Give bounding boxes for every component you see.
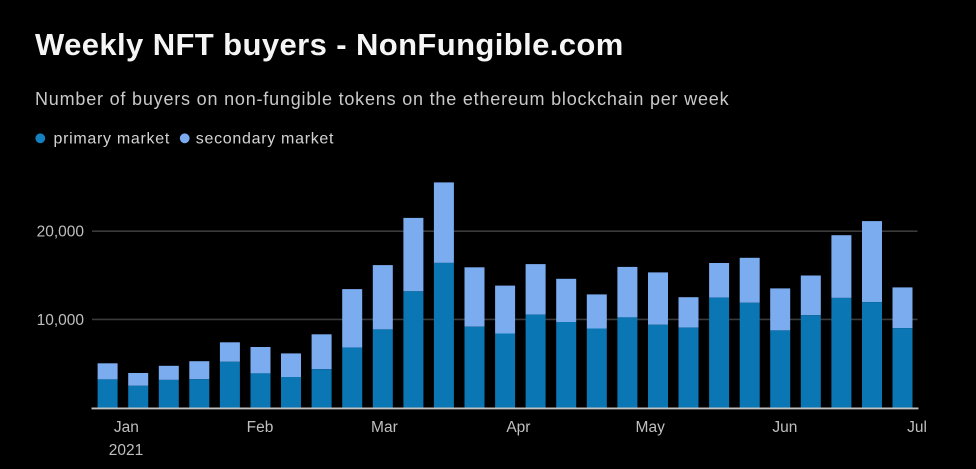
svg-text:10,000: 10,000 (37, 312, 85, 329)
svg-text:Weekly NFT buyers - NonFungibl: Weekly NFT buyers - NonFungible.com (35, 27, 624, 62)
svg-text:Mar: Mar (371, 419, 398, 436)
svg-text:Jan: Jan (114, 419, 139, 436)
svg-text:secondary market: secondary market (196, 131, 334, 148)
svg-text:Jul: Jul (907, 419, 927, 436)
svg-text:primary market: primary market (54, 131, 170, 148)
svg-text:20,000: 20,000 (37, 224, 85, 241)
svg-text:Jun: Jun (772, 419, 797, 436)
svg-text:Feb: Feb (247, 419, 274, 436)
svg-text:2021: 2021 (109, 442, 143, 459)
svg-text:Apr: Apr (506, 419, 530, 436)
svg-text:Number of buyers on non-fungib: Number of buyers on non-fungible tokens … (35, 89, 730, 109)
svg-text:May: May (636, 419, 666, 436)
